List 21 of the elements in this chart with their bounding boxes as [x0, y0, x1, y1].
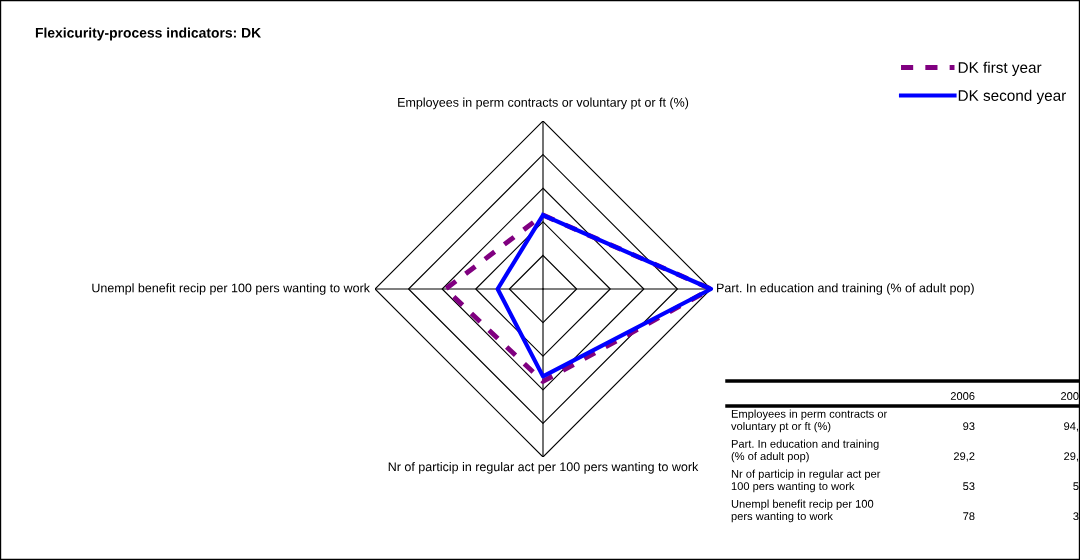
spoke-label: Part. In education and training (% of adult pop)	[717, 283, 974, 295]
text: Employees in perm contracts or voluntary pt or ft (%)	[731, 409, 888, 433]
text: 29,	[1064, 452, 1078, 462]
text: Nr of particip in regular act per 100 pers wanting to work	[731, 469, 881, 493]
text: 5	[1073, 482, 1079, 491]
text: 2006	[950, 392, 975, 400]
spoke-label: Employees in perm contracts or voluntary pt or ft (%)	[398, 97, 689, 110]
text: 29,2	[953, 452, 975, 462]
text: 78	[963, 512, 975, 521]
text: 3	[1073, 512, 1079, 521]
text: 53	[963, 482, 975, 491]
text: 93	[963, 422, 975, 431]
spoke-label: Unempl benefit recip per 100 pers wanting to work	[92, 283, 370, 295]
legend-label: DK first year	[958, 61, 1042, 76]
text: 200	[1061, 392, 1079, 400]
spoke-label: Nr of particip in regular act per 100 pers wanting to work	[388, 462, 699, 474]
text: Unempl benefit recip per 100 pers wanting to work	[731, 499, 874, 523]
text: Part. In education and training (% of adult pop)	[731, 439, 879, 463]
text: 94,	[1064, 422, 1078, 432]
chart-title: Flexicurity-process indicators: DK	[35, 27, 262, 41]
legend-label: DK second year	[958, 89, 1066, 104]
